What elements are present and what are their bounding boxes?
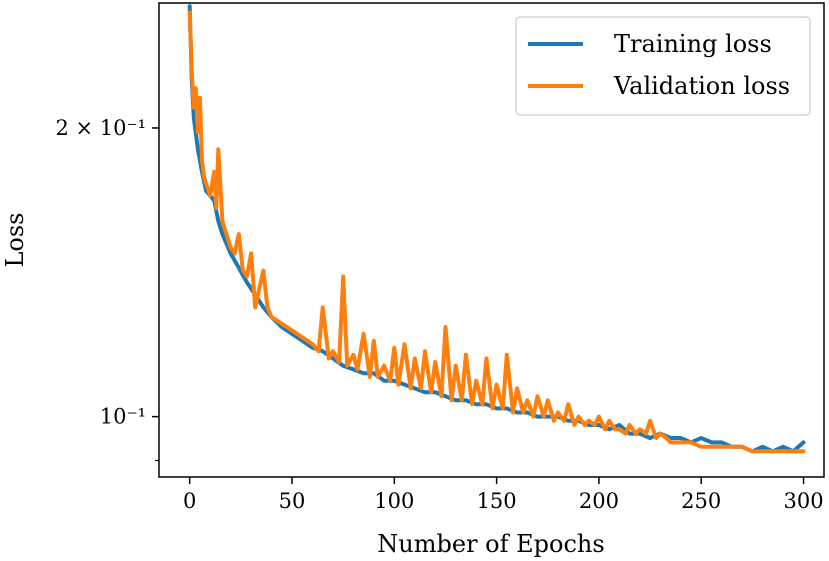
x-tick-label: 300: [783, 489, 823, 513]
y-axis-label: Loss: [1, 212, 29, 267]
x-axis-label: Number of Epochs: [377, 530, 604, 558]
x-tick-label: 150: [477, 489, 517, 513]
legend-box: [515, 16, 811, 116]
x-tick-label: 200: [579, 489, 619, 513]
legend: Training loss Validation loss: [515, 16, 811, 116]
legend-label-training: Training loss: [614, 30, 772, 58]
tick-layer: 0 50 100 150 200 250 300 2 × 10⁻¹ 10⁻¹: [55, 116, 823, 513]
legend-label-validation: Validation loss: [613, 72, 790, 100]
y-tick-label: 2 × 10⁻¹: [55, 116, 146, 140]
plot-frame: [158, 2, 825, 478]
x-tick-label: 250: [681, 489, 721, 513]
x-tick-label: 0: [183, 489, 196, 513]
y-tick-label: 10⁻¹: [100, 405, 146, 429]
series-layer: [187, 4, 806, 454]
series-line-validation: [187, 10, 806, 454]
x-tick-label: 50: [279, 489, 306, 513]
x-tick-label: 100: [374, 489, 414, 513]
